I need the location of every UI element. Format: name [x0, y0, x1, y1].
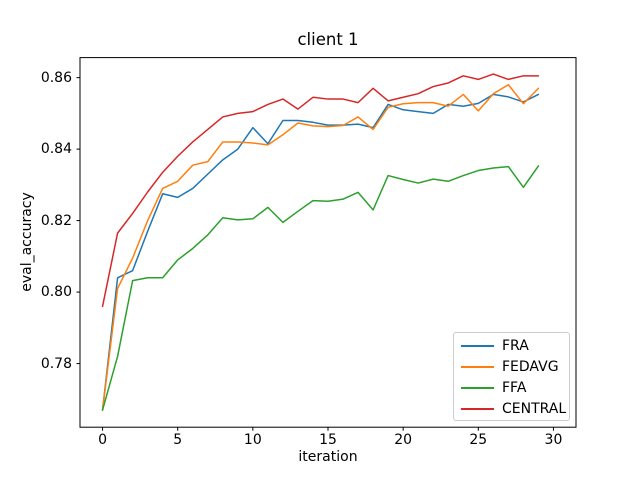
chart-title: client 1: [297, 30, 359, 49]
y-tick-label: 0.86: [40, 69, 72, 86]
legend-line-sample: [461, 365, 494, 368]
legend-label: CENTRAL: [502, 400, 567, 417]
legend-entry-central: CENTRAL: [461, 398, 566, 419]
legend-label: FFA: [502, 379, 527, 396]
y-tick-label: 0.84: [40, 141, 72, 158]
y-tick-label: 0.80: [40, 284, 72, 301]
y-axis-label: eval_accuracy: [19, 192, 35, 292]
x-tick-label: 20: [394, 431, 413, 448]
x-tick-label: 30: [544, 431, 563, 448]
series-line-ffa: [101, 165, 540, 411]
x-tick-label: 5: [173, 431, 183, 448]
series-line-central: [101, 73, 540, 308]
x-tick-label: 15: [319, 431, 337, 448]
y-tick-label: 0.78: [40, 355, 72, 372]
legend-entry-ffa: FFA: [461, 377, 562, 398]
legend-line-sample: [461, 407, 494, 410]
series-line-fra: [101, 93, 540, 411]
x-tick-label: 0: [98, 431, 107, 448]
x-tick-label: 10: [243, 431, 262, 448]
legend-label: FRA: [502, 337, 529, 354]
x-axis-label: iteration: [298, 449, 358, 465]
legend-entry-fedavg: FEDAVG: [461, 356, 562, 377]
legend-entry-fra: FRA: [461, 335, 562, 356]
series-line-fedavg: [101, 84, 540, 411]
legend-line-sample: [461, 344, 494, 347]
legend-line-sample: [461, 386, 494, 389]
legend-label: FEDAVG: [502, 358, 559, 375]
y-tick-label: 0.82: [40, 212, 72, 229]
legend: FRA FEDAVG FFA CENTRAL: [453, 332, 570, 421]
x-tick-label: 25: [469, 431, 488, 448]
